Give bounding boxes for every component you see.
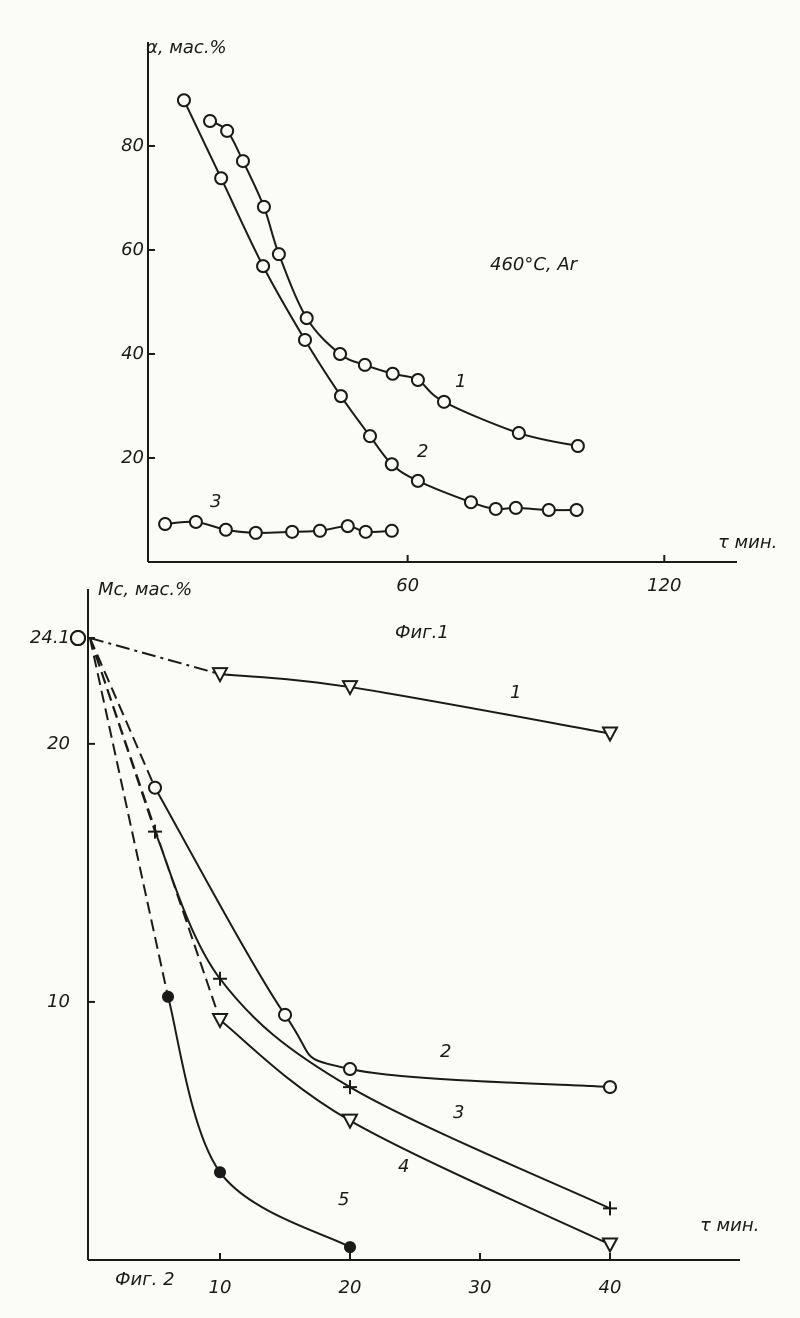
marker-circle bbox=[149, 782, 161, 794]
marker-dot bbox=[214, 1166, 226, 1178]
marker-circle bbox=[342, 520, 354, 532]
x-tick-label: 40 bbox=[599, 1277, 622, 1298]
marker-circle bbox=[204, 115, 216, 127]
curve-dashed-start bbox=[90, 638, 220, 674]
curve bbox=[220, 1020, 610, 1245]
marker-circle bbox=[258, 201, 270, 213]
marker-circle bbox=[438, 396, 450, 408]
x-tick-label: 30 bbox=[469, 1277, 492, 1298]
x-tick-label: 20 bbox=[339, 1277, 362, 1298]
marker-circle bbox=[510, 502, 522, 514]
marker-circle bbox=[334, 348, 346, 360]
marker-circle bbox=[490, 503, 502, 515]
x-axis-title: τ мин. bbox=[718, 532, 777, 553]
curve-label: 1 bbox=[510, 682, 521, 703]
marker-circle bbox=[412, 374, 424, 386]
annotation: 460°C, Ar bbox=[490, 254, 579, 275]
marker-plus bbox=[343, 1080, 357, 1094]
marker-circle bbox=[279, 1009, 291, 1021]
x-tick-label: 10 bbox=[209, 1277, 232, 1298]
marker-circle bbox=[387, 368, 399, 380]
y-axis-title: Mc, мас.% bbox=[98, 579, 192, 600]
marker-circle bbox=[360, 526, 372, 538]
marker-circle bbox=[273, 248, 285, 260]
y-axis-title: α, мас.% bbox=[146, 37, 227, 58]
marker-circle bbox=[301, 312, 313, 324]
curve bbox=[210, 121, 578, 446]
y-tick-label: 24.1 bbox=[30, 627, 70, 648]
y-tick-label: 40 bbox=[121, 343, 144, 364]
marker-circle bbox=[571, 504, 583, 516]
curve bbox=[155, 788, 610, 1087]
curve-dashed-start bbox=[90, 638, 155, 788]
marker-circle bbox=[513, 427, 525, 439]
marker-circle bbox=[359, 359, 371, 371]
marker-circle bbox=[364, 430, 376, 442]
marker-circle bbox=[159, 518, 171, 530]
marker-circle bbox=[386, 525, 398, 537]
marker-circle bbox=[412, 475, 424, 487]
curve bbox=[220, 674, 610, 733]
marker-circle bbox=[178, 94, 190, 106]
y-tick-label: 20 bbox=[121, 447, 144, 468]
marker-circle bbox=[543, 504, 555, 516]
marker-circle bbox=[220, 524, 232, 536]
x-tick-label: 60 bbox=[396, 575, 419, 596]
marker-triangle bbox=[343, 1115, 357, 1128]
curve-label: 5 bbox=[338, 1189, 349, 1210]
figure-caption: Фиг.1 bbox=[395, 622, 449, 643]
marker-circle bbox=[237, 155, 249, 167]
y-tick-label: 10 bbox=[47, 991, 70, 1012]
marker-plus bbox=[603, 1201, 617, 1215]
figure-sheet: 2040608060120α, мас.%τ мин.Фиг.1460°C, A… bbox=[0, 0, 800, 1318]
y-tick-label: 60 bbox=[121, 239, 144, 260]
curve-label: 3 bbox=[210, 491, 221, 512]
marker-circle bbox=[314, 525, 326, 537]
x-axis-title: τ мин. bbox=[700, 1215, 759, 1236]
marker-circle bbox=[190, 516, 202, 528]
figure-caption: Фиг. 2 bbox=[115, 1269, 175, 1290]
marker-dot bbox=[344, 1241, 356, 1253]
curve-label: 3 bbox=[453, 1102, 464, 1123]
marker-circle bbox=[335, 390, 347, 402]
curve-label: 1 bbox=[455, 371, 466, 392]
x-tick-label: 120 bbox=[647, 575, 681, 596]
marker-circle bbox=[299, 334, 311, 346]
marker-circle bbox=[257, 260, 269, 272]
marker-circle bbox=[604, 1081, 616, 1093]
marker-circle bbox=[572, 440, 584, 452]
curve-dashed-start bbox=[90, 638, 220, 1020]
curve-dashed-start bbox=[90, 638, 168, 997]
marker-circle bbox=[465, 496, 477, 508]
marker-circle bbox=[215, 172, 227, 184]
marker-circle bbox=[250, 527, 262, 539]
marker-circle bbox=[344, 1063, 356, 1075]
curve-label: 2 bbox=[440, 1041, 451, 1062]
marker-triangle bbox=[603, 728, 617, 741]
marker-circle bbox=[221, 125, 233, 137]
marker-dot bbox=[162, 991, 174, 1003]
curve-label: 4 bbox=[398, 1156, 409, 1177]
y-tick-label: 80 bbox=[121, 135, 144, 156]
curve bbox=[168, 997, 350, 1247]
start-point bbox=[71, 631, 85, 645]
y-tick-label: 20 bbox=[47, 733, 70, 754]
marker-circle bbox=[286, 526, 298, 538]
curve-label: 2 bbox=[417, 441, 428, 462]
marker-triangle bbox=[603, 1239, 617, 1252]
marker-circle bbox=[386, 458, 398, 470]
